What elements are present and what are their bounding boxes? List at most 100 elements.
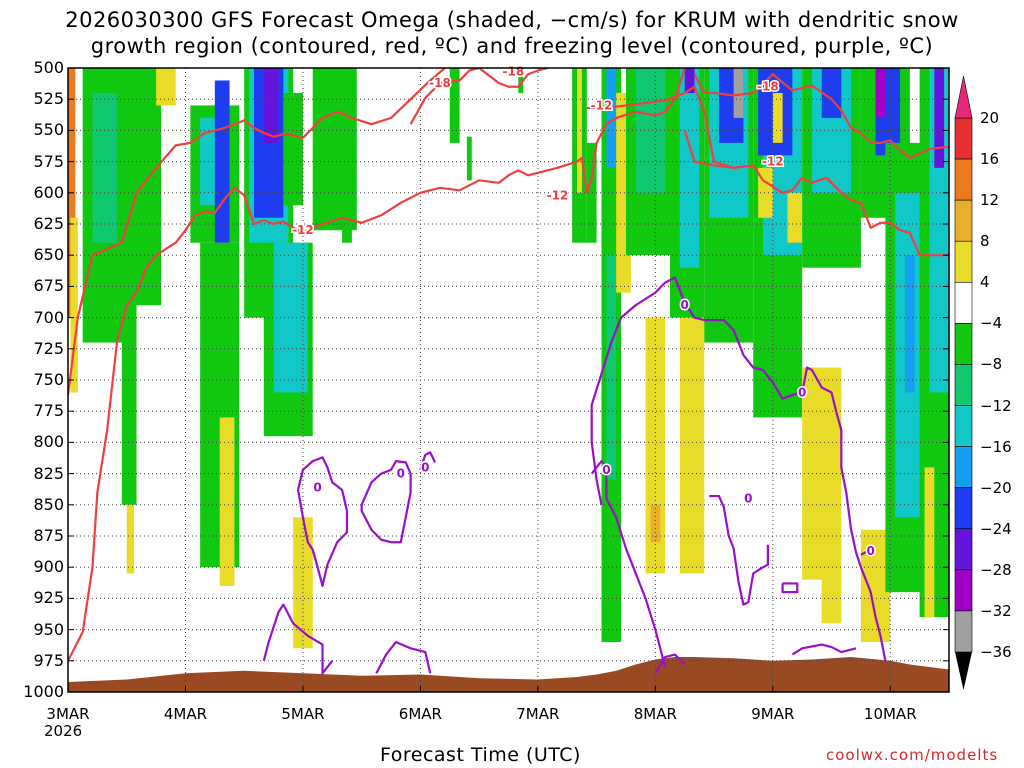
freezing-contour-12 (791, 643, 857, 656)
omega-cell-25 (518, 68, 524, 93)
omega-cell-53 (821, 68, 842, 118)
omega-cell-6 (156, 68, 176, 106)
freezing-contour-label-1: 0 (397, 467, 405, 481)
freezing-contour-label-7: 0 (744, 492, 752, 506)
omega-cell-55 (821, 567, 842, 624)
omega-cell-49 (772, 92, 783, 143)
x-tick-label-5MAR: 5MAR (281, 705, 325, 723)
omega-cell-19 (283, 92, 303, 206)
colorbar-label-8: −16 (980, 437, 1012, 456)
freezing-contour-label-10: 0 (867, 544, 875, 558)
contour-labels-layer: -12 -12 -18 -18 -12 -18 -12 0 0 0 0 0 0 0 0 (291, 63, 877, 559)
colorbar-label-13: −36 (980, 643, 1012, 661)
y-tick-label-550: 550 (33, 120, 64, 140)
temperature-contour-label-4: -12 (591, 98, 613, 112)
axis-ticks-layer (67, 67, 949, 693)
colorbar-bin-2 (954, 199, 973, 242)
temperature-contour-label-3: -18 (503, 65, 525, 79)
x-tick-label-3MAR: 3MAR (46, 705, 90, 723)
colorbar-bin-3 (954, 240, 973, 283)
x-tick-label-6MAR: 6MAR (398, 705, 442, 723)
omega-cell-50 (787, 192, 808, 243)
y-tick-label-525: 525 (33, 89, 64, 109)
colorbar-bin-5 (954, 323, 973, 365)
omega-cell-30 (606, 255, 617, 480)
omega-cell-59 (875, 68, 886, 118)
omega-cell-20 (293, 517, 313, 649)
freezing-contour-4 (375, 640, 432, 674)
y-tick-label-950: 950 (33, 619, 64, 639)
colorbar-label-3: 8 (980, 232, 990, 251)
y-tick-label-750: 750 (33, 370, 64, 389)
y-tick-label-900: 900 (33, 557, 64, 577)
freezing-contour-11 (654, 653, 686, 674)
y-tick-label-700: 700 (33, 307, 64, 327)
colorbar-bin-8 (954, 446, 973, 488)
freezing-level-contours-layer (262, 276, 887, 675)
y-tick-label-975: 975 (33, 650, 64, 670)
x-tick-label-7MAR: 7MAR (516, 705, 560, 723)
omega-cell-40 (679, 317, 705, 574)
temperature-contours-layer (68, 68, 949, 662)
omega-cell-36 (650, 504, 661, 543)
freezing-contour-0 (296, 456, 349, 588)
chart-title-line-1: 2026030300 GFS Forecast Omega (shaded, −… (65, 8, 959, 32)
terrain-surface (68, 657, 949, 692)
y-tick-label-825: 825 (33, 463, 64, 483)
omega-cell-23 (449, 68, 460, 143)
omega-cell-24 (466, 136, 472, 181)
freezing-contour-label-2: 0 (421, 460, 429, 474)
freezing-contour-10 (860, 548, 872, 556)
temperature-contour-3 (478, 68, 548, 88)
temperature-contour-label-5: -18 (757, 80, 779, 94)
omega-cell-28 (586, 142, 597, 243)
y-tick-label-725: 725 (33, 338, 64, 358)
omega-cell-5 (121, 292, 137, 505)
freezing-contour-6 (590, 276, 887, 662)
omega-cell-3 (92, 92, 117, 243)
colorbar-label-2: 12 (980, 191, 1000, 210)
omega-cell-22 (342, 205, 352, 243)
omega-cell-12 (219, 417, 235, 586)
colorbar (954, 75, 973, 690)
source-credit-link[interactable]: coolwx.com/modelts (826, 746, 999, 764)
temperature-contour-0 (68, 68, 446, 396)
omega-cell-21 (312, 68, 357, 231)
freezing-contour-5 (590, 460, 667, 668)
freezing-contour-3 (262, 603, 334, 675)
colorbar-label-5: −4 (980, 314, 1003, 333)
x-tick-label-9MAR: 9MAR (751, 705, 795, 723)
y-tick-label-1000: 1000 (23, 682, 64, 701)
gridlines-layer (68, 68, 949, 692)
x-axis-year-label: 2026 (44, 722, 83, 740)
freezing-contour-label-5: 0 (602, 463, 610, 477)
y-tick-label-850: 850 (33, 494, 64, 514)
temperature-contour-label-6: -12 (762, 155, 784, 169)
omega-cell-27 (577, 68, 582, 193)
temperature-contour-4 (586, 85, 949, 257)
omega-cell-65 (934, 68, 945, 168)
colorbar-bottom-arrow (955, 652, 972, 690)
omega-cell-1 (70, 217, 78, 393)
colorbar-bin-6 (954, 364, 973, 406)
colorbar-bin-12 (954, 610, 973, 653)
colorbar-label-11: −28 (980, 560, 1012, 579)
freezing-contour-label-9: 0 (798, 385, 806, 399)
y-tick-label-650: 650 (33, 245, 64, 265)
colorbar-label-0: 20 (980, 109, 1000, 127)
temperature-contour-6 (683, 130, 754, 169)
colorbar-label-6: −8 (980, 355, 1003, 374)
colorbar-top-arrow (954, 75, 973, 119)
freezing-contour-7 (709, 494, 770, 606)
colorbar-bin-1 (954, 158, 973, 201)
colorbar-bin-7 (954, 405, 973, 447)
colorbar-label-12: −32 (980, 601, 1012, 620)
colorbar-label-7: −12 (980, 396, 1012, 415)
omega-cell-66 (924, 467, 935, 618)
omega-cell-62 (904, 255, 915, 393)
freezing-contour-label-0: 0 (313, 480, 321, 494)
colorbar-label-10: −24 (980, 519, 1012, 538)
omega-cell-44 (733, 68, 744, 118)
temperature-contour-1 (68, 68, 686, 662)
